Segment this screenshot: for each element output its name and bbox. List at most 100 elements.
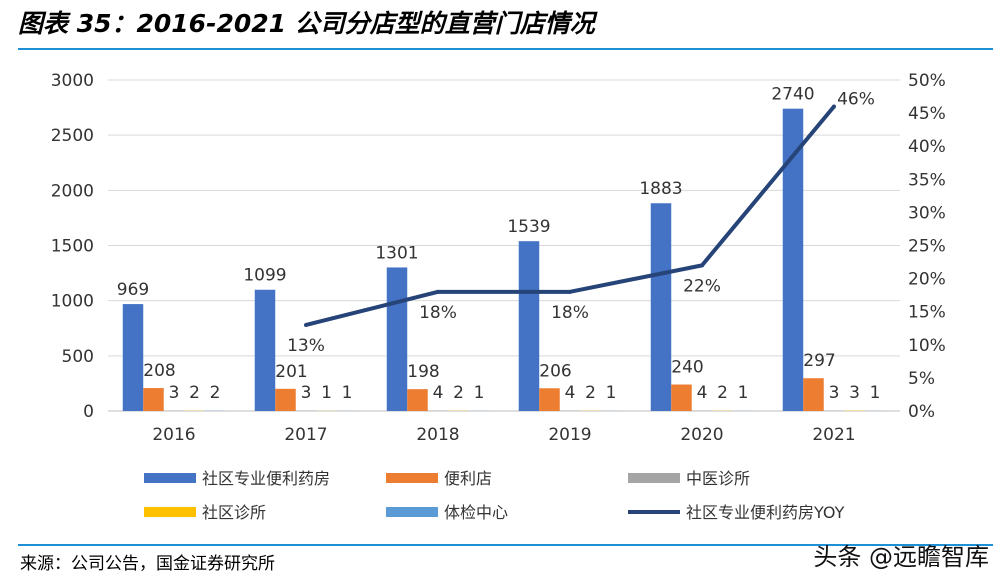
bar-data-label: 3 bbox=[169, 383, 180, 403]
source-note: 来源：公司公告，国金证券研究所 bbox=[20, 554, 275, 574]
legend-swatch bbox=[628, 473, 680, 483]
legend-label: 中医诊所 bbox=[686, 469, 750, 488]
legend-item: 社区诊所 bbox=[144, 503, 266, 522]
category-tick-label: 2017 bbox=[284, 425, 327, 445]
bar-data-label: 2 bbox=[717, 383, 728, 403]
bar-data-label: 1 bbox=[474, 383, 485, 403]
right-axis-tick-label: 45% bbox=[908, 104, 946, 124]
yoy-point bbox=[568, 289, 572, 294]
bar-data-label: 208 bbox=[143, 361, 175, 381]
yoy-point bbox=[436, 289, 440, 294]
category-tick-label: 2020 bbox=[680, 425, 723, 445]
legend-swatch bbox=[386, 473, 438, 483]
bar-data-label: 1 bbox=[342, 383, 353, 403]
bar-2 bbox=[275, 388, 296, 411]
bar-data-label: 1 bbox=[606, 383, 617, 403]
bar-1 bbox=[518, 241, 540, 411]
bar-data-label: 3 bbox=[829, 383, 840, 403]
bar-data-label: 3 bbox=[849, 383, 860, 403]
left-axis-tick-label: 2500 bbox=[51, 126, 94, 146]
bar-data-label: 2 bbox=[210, 383, 221, 403]
right-axis-tick-label: 20% bbox=[908, 270, 946, 290]
bar-data-label: 4 bbox=[697, 383, 708, 403]
legend-item: 中医诊所 bbox=[628, 469, 750, 488]
legend-swatch bbox=[144, 473, 196, 483]
right-axis-tick-label: 0% bbox=[908, 402, 935, 422]
right-axis-tick-label: 50% bbox=[908, 71, 946, 91]
bar-1 bbox=[122, 304, 144, 411]
legend-label: 便利店 bbox=[444, 469, 492, 488]
yoy-point bbox=[700, 263, 704, 268]
bar-data-label: 201 bbox=[275, 362, 307, 382]
yoy-data-label: 18% bbox=[551, 303, 589, 323]
bar-data-label: 2740 bbox=[771, 85, 814, 105]
legend-label: 社区专业便利药房 bbox=[202, 469, 330, 488]
left-axis-tick-label: 1000 bbox=[51, 292, 94, 312]
yoy-point bbox=[832, 104, 836, 109]
yoy-data-label: 18% bbox=[419, 303, 457, 323]
yoy-line-marks: 13% 18% 18% 22% 46% bbox=[287, 89, 875, 355]
left-axis-tick-label: 500 bbox=[62, 347, 94, 367]
left-axis-tick-label: 3000 bbox=[51, 71, 94, 91]
bar-1 bbox=[650, 203, 672, 411]
bar-1 bbox=[386, 267, 408, 411]
legend-label: 体检中心 bbox=[444, 503, 508, 522]
legend-item: 社区专业便利药房 bbox=[144, 469, 330, 488]
yoy-data-label: 13% bbox=[287, 336, 325, 356]
right-axis-tick-label: 40% bbox=[908, 137, 946, 157]
category-tick-label: 2016 bbox=[152, 425, 195, 445]
right-axis-tick-label: 30% bbox=[908, 203, 946, 223]
yoy-data-label: 46% bbox=[837, 89, 875, 109]
bar-data-label: 1 bbox=[870, 383, 881, 403]
bar-data-label: 2 bbox=[585, 383, 596, 403]
yoy-data-label: 22% bbox=[683, 276, 721, 296]
left-axis-tick-label: 1500 bbox=[51, 237, 94, 257]
right-axis-tick-label: 25% bbox=[908, 237, 946, 257]
legend-item: 体检中心 bbox=[386, 503, 508, 522]
bar-2 bbox=[407, 389, 428, 411]
yoy-point bbox=[304, 322, 308, 327]
bar-data-label: 1539 bbox=[507, 217, 550, 237]
bar-2 bbox=[143, 388, 164, 411]
left-axis-tick-label: 0 bbox=[83, 402, 94, 422]
watermark: 头条 @远瞻智库 bbox=[813, 543, 989, 571]
category-tick-label: 2018 bbox=[416, 425, 459, 445]
right-axis-tick-label: 35% bbox=[908, 170, 946, 190]
right-axis-ticks: 0% 5% 10% 15% 20% 25% 30% 35% 40% 45% 50% bbox=[908, 71, 946, 422]
footer-divider bbox=[18, 544, 993, 546]
bar-1 bbox=[254, 289, 276, 411]
legend-label: 社区专业便利药房YOY bbox=[686, 503, 845, 522]
bar-2 bbox=[803, 378, 824, 411]
bar-data-label: 1883 bbox=[639, 179, 682, 199]
bar-1 bbox=[782, 108, 804, 411]
bar-data-label: 2 bbox=[453, 383, 464, 403]
bar-data-label: 240 bbox=[671, 358, 703, 378]
bar-data-label: 198 bbox=[407, 362, 439, 382]
left-axis-ticks: 0 500 1000 1500 2000 2500 3000 bbox=[51, 71, 94, 422]
legend-swatch bbox=[386, 507, 438, 517]
legend-swatch bbox=[144, 507, 196, 517]
right-axis-tick-label: 10% bbox=[908, 336, 946, 356]
bar-data-label: 3 bbox=[301, 383, 312, 403]
bar-data-label: 969 bbox=[117, 280, 149, 300]
bar-data-label: 1099 bbox=[243, 266, 286, 286]
legend-item: 社区专业便利药房YOY bbox=[628, 503, 845, 522]
bar-data-label: 206 bbox=[539, 361, 571, 381]
category-tick-label: 2021 bbox=[812, 425, 855, 445]
legend-item: 便利店 bbox=[386, 469, 492, 488]
category-axis: 2016 2017 2018 2019 2020 2021 bbox=[152, 425, 855, 445]
chart-title: 图表 35：2016-2021 公司分店型的直营门店情况 bbox=[18, 9, 595, 38]
bar-data-label: 1 bbox=[738, 383, 749, 403]
bar-data-label: 4 bbox=[433, 383, 444, 403]
bar-data-label: 4 bbox=[565, 383, 576, 403]
title-divider bbox=[18, 48, 993, 50]
gridlines bbox=[108, 79, 900, 412]
bar-data-label: 297 bbox=[803, 351, 835, 371]
right-axis-tick-label: 5% bbox=[908, 369, 935, 389]
right-axis-tick-label: 15% bbox=[908, 303, 946, 323]
bar-data-label: 1 bbox=[321, 383, 332, 403]
bar-2 bbox=[539, 388, 560, 411]
